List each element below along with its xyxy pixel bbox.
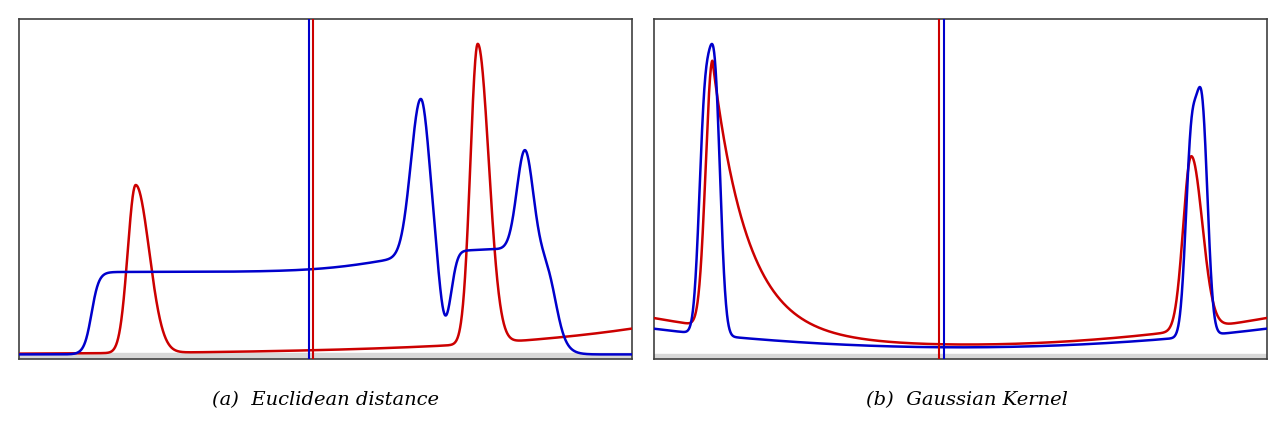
Bar [19, 353, 632, 359]
Text: (a)  Euclidean distance: (a) Euclidean distance [212, 391, 440, 409]
Bar [654, 354, 1267, 359]
Text: (b)  Gaussian Kernel: (b) Gaussian Kernel [865, 391, 1068, 409]
